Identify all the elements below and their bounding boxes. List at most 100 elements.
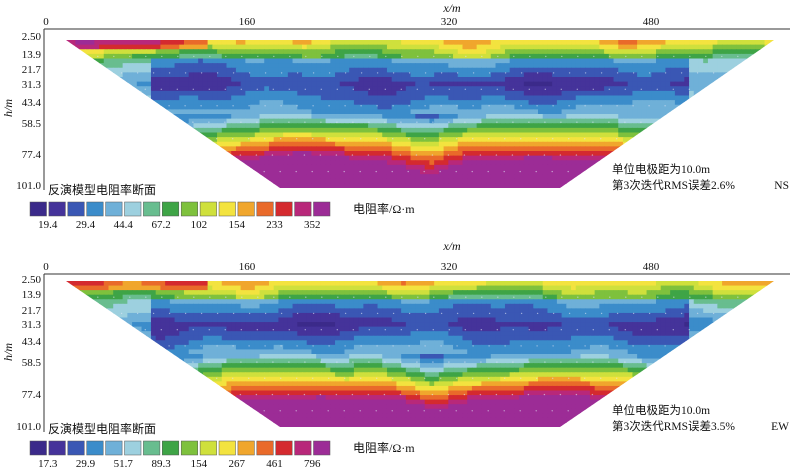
section-cell xyxy=(344,104,350,110)
section-cell xyxy=(240,146,246,152)
section-cell xyxy=(335,81,341,87)
section-cell xyxy=(283,77,289,83)
section-cell xyxy=(141,169,147,175)
section-cell xyxy=(410,146,416,152)
section-cell xyxy=(679,104,685,110)
section-cell xyxy=(330,127,336,134)
section-cell xyxy=(311,63,317,69)
section-cell xyxy=(759,95,766,101)
section-cell xyxy=(386,100,393,106)
section-cell xyxy=(188,44,195,50)
section-cell xyxy=(235,178,242,184)
section-cell xyxy=(656,53,662,60)
section-cell xyxy=(764,67,770,73)
section-cell xyxy=(703,146,709,152)
section-cell xyxy=(226,183,232,188)
section-cell xyxy=(302,169,308,175)
section-cell xyxy=(589,72,596,78)
section-cell xyxy=(297,118,303,124)
section-cell xyxy=(217,160,223,166)
section-cell xyxy=(89,58,95,64)
section-cell xyxy=(589,127,596,134)
section-cell xyxy=(188,77,195,83)
section-cell xyxy=(561,100,567,106)
section-cell xyxy=(429,146,435,152)
section-cell xyxy=(401,109,407,115)
section-cell xyxy=(424,118,431,124)
section-cell xyxy=(622,141,629,147)
section-cell xyxy=(188,164,195,171)
section-cell xyxy=(745,53,751,60)
section-cell xyxy=(306,178,313,184)
section-cell xyxy=(363,151,369,157)
section-cell xyxy=(221,40,228,46)
section-cell xyxy=(755,160,761,166)
section-cell xyxy=(169,174,176,180)
section-cell xyxy=(217,67,223,73)
section-cell xyxy=(89,146,95,152)
section-cell xyxy=(632,146,638,152)
section-cell xyxy=(693,123,700,129)
section-cell xyxy=(528,100,534,106)
section-cell xyxy=(99,72,105,78)
section-cell xyxy=(745,95,751,101)
section-cell xyxy=(382,174,388,180)
section-cell xyxy=(495,72,501,78)
section-cell xyxy=(755,109,761,115)
section-cell xyxy=(509,127,515,134)
section-cell xyxy=(660,146,667,152)
section-cell xyxy=(207,146,213,152)
section-cell xyxy=(292,109,298,115)
section-cell xyxy=(509,77,515,83)
section-cell xyxy=(401,104,407,110)
section-cell xyxy=(117,90,124,97)
section-cell xyxy=(646,44,652,50)
section-cell xyxy=(311,137,317,143)
section-cell xyxy=(707,72,714,78)
data-point xyxy=(648,72,651,74)
section-cell xyxy=(670,146,676,152)
section-cell xyxy=(684,49,690,55)
section-cell xyxy=(457,63,464,69)
section-cell xyxy=(722,151,728,157)
section-cell xyxy=(660,90,667,97)
section-cell xyxy=(226,67,232,73)
section-cell xyxy=(561,146,567,152)
section-cell xyxy=(533,77,539,83)
section-cell xyxy=(693,118,700,124)
section-cell xyxy=(84,49,91,55)
section-cell xyxy=(292,40,298,46)
section-cell xyxy=(589,183,596,188)
section-cell xyxy=(89,160,95,166)
section-cell xyxy=(495,104,501,110)
section-cell xyxy=(443,164,449,171)
section-cell xyxy=(212,67,218,73)
section-cell xyxy=(165,58,171,64)
section-cell xyxy=(184,151,190,157)
section-cell xyxy=(75,95,81,101)
section-cell xyxy=(235,118,242,124)
section-cell xyxy=(740,127,747,134)
section-cell xyxy=(207,141,213,147)
section-cell xyxy=(259,174,265,180)
section-cell xyxy=(311,86,317,92)
section-cell xyxy=(75,100,81,106)
section-cell xyxy=(448,169,454,175)
section-cell xyxy=(250,77,256,83)
section-cell xyxy=(604,86,610,92)
section-cell xyxy=(349,114,355,120)
section-cell xyxy=(523,81,530,87)
section-cell xyxy=(622,44,629,50)
section-cell xyxy=(745,114,751,120)
section-cell xyxy=(169,72,176,78)
section-cell xyxy=(113,174,119,180)
section-cell xyxy=(731,58,737,64)
section-cell xyxy=(740,164,747,171)
section-cell xyxy=(467,127,473,134)
section-cell xyxy=(679,81,685,87)
section-cell xyxy=(415,49,421,55)
section-cell xyxy=(353,67,360,73)
section-cell xyxy=(736,67,742,73)
section-cell xyxy=(504,123,511,129)
section-cell xyxy=(84,63,91,69)
